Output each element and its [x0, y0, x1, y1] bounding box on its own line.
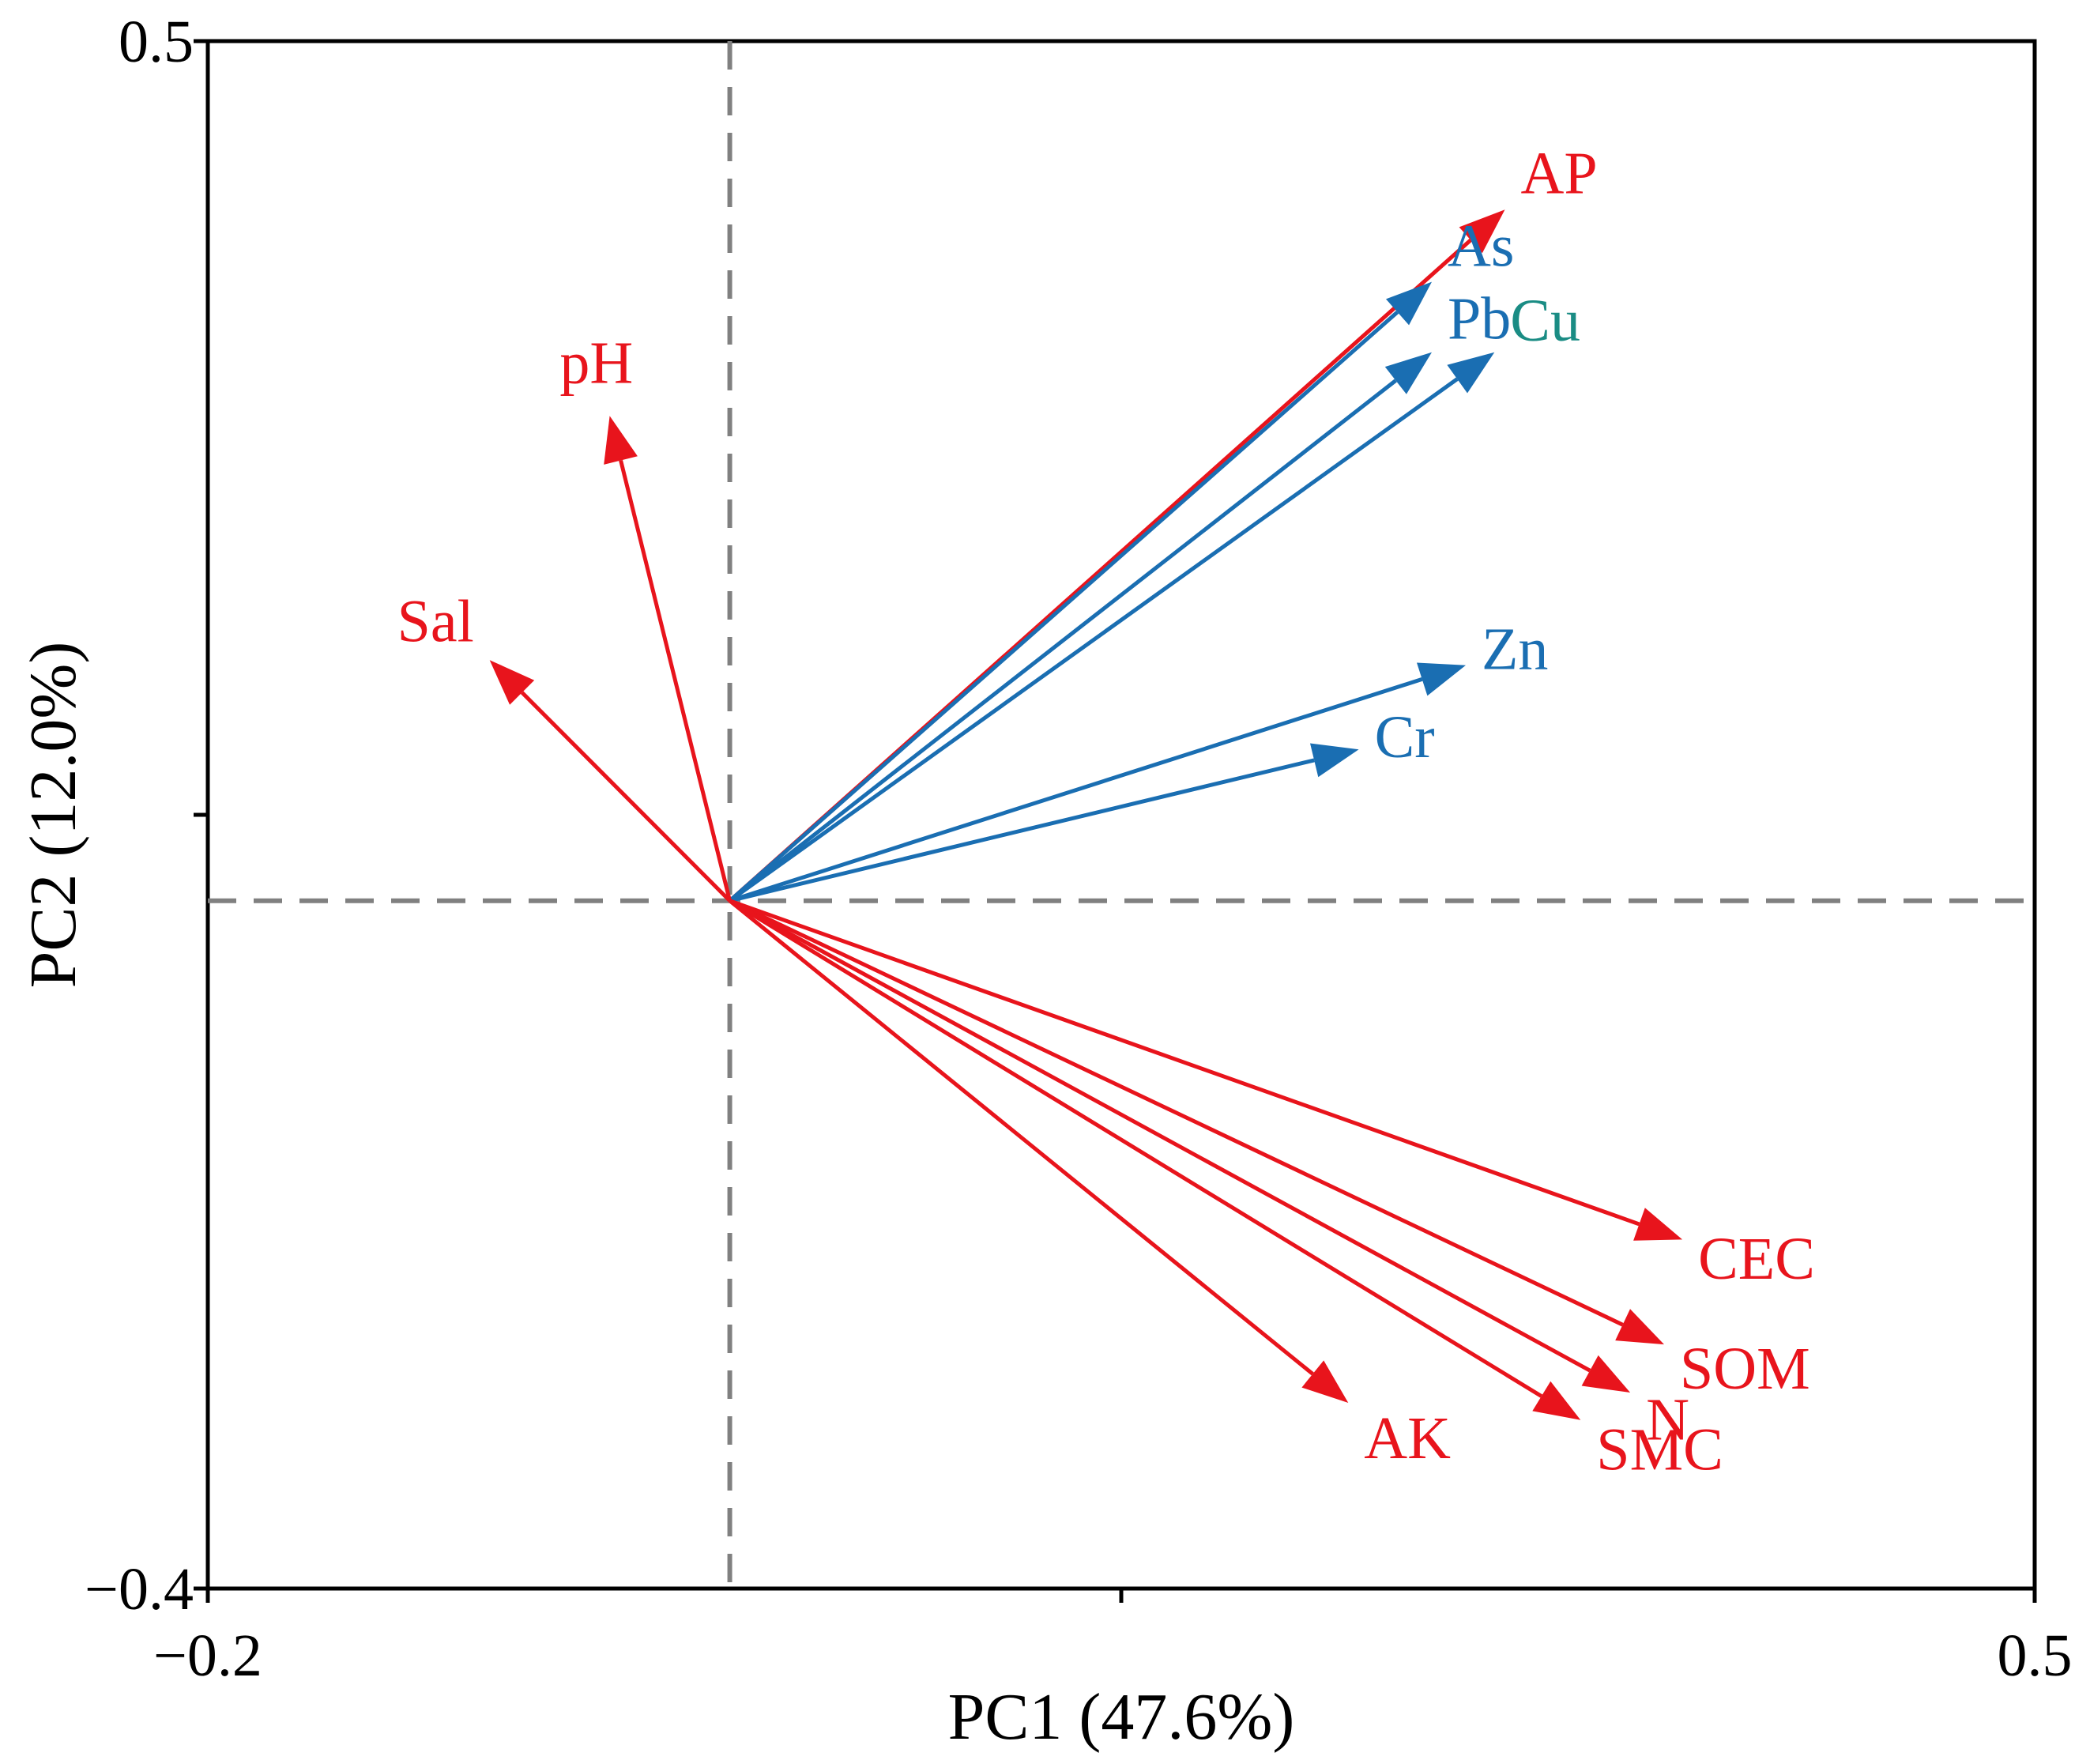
vector-arrowhead-as: [1386, 281, 1432, 326]
vector-arrowhead-pb: [1384, 352, 1432, 394]
vector-label-zn: Zn: [1482, 616, 1548, 682]
x-axis-title: PC1 (47.6%): [948, 1680, 1295, 1754]
vector-label-pb: Pb: [1448, 286, 1511, 352]
x-tick-label: −0.2: [153, 1623, 262, 1689]
vector-label-cu: Cu: [1510, 288, 1580, 354]
vector-arrowhead-sal: [489, 660, 535, 705]
vector-label-ap: AP: [1521, 141, 1598, 207]
vector-label-cr: Cr: [1375, 704, 1435, 771]
vector-line-smc: [729, 899, 1543, 1398]
vector-arrowhead-ph: [604, 416, 638, 465]
vector-arrowhead-cr: [1310, 743, 1359, 778]
vector-label-as: As: [1448, 213, 1514, 279]
vector-label-som: SOM: [1680, 1336, 1810, 1402]
vector-label-smc: SMC: [1596, 1416, 1723, 1483]
vector-line-n: [729, 899, 1591, 1373]
vector-line-pb: [729, 379, 1397, 903]
loading-vectors: [489, 209, 1683, 1420]
vector-label-sal: Sal: [397, 589, 474, 655]
vector-line-cu: [729, 377, 1459, 903]
vector-line-cec: [729, 899, 1640, 1227]
x-tick-label: 0.5: [1998, 1623, 2073, 1689]
vector-line-ak: [728, 899, 1314, 1376]
vector-line-ph: [619, 459, 732, 902]
vector-arrowhead-som: [1615, 1309, 1664, 1345]
vector-arrowhead-ak: [1301, 1360, 1349, 1403]
y-axis-title: PC2 (12.0%): [17, 642, 90, 989]
vector-label-ph: pH: [559, 330, 633, 396]
vector-arrowhead-n: [1581, 1355, 1631, 1393]
vector-arrowhead-zn: [1417, 662, 1466, 696]
y-tick-label: 0.5: [119, 9, 194, 75]
vector-arrowhead-cec: [1633, 1208, 1683, 1241]
vector-label-ak: AK: [1364, 1405, 1451, 1472]
y-tick-label: −0.4: [85, 1556, 194, 1623]
vector-line-sal: [520, 691, 732, 903]
reference-lines: [208, 41, 2035, 1589]
vector-line-zn: [729, 677, 1423, 903]
vector-arrowhead-cu: [1447, 352, 1495, 394]
vector-line-as: [728, 311, 1399, 903]
vector-arrowhead-ap: [1459, 209, 1505, 254]
vector-arrowhead-smc: [1532, 1381, 1581, 1420]
vector-line-cr: [729, 758, 1315, 903]
vector-label-n: N: [1646, 1387, 1689, 1453]
vector-line-som: [729, 899, 1624, 1327]
vector-label-cec: CEC: [1698, 1226, 1815, 1292]
axis-ticks: −0.2 0.5 −0.4 0.5: [85, 9, 2072, 1689]
